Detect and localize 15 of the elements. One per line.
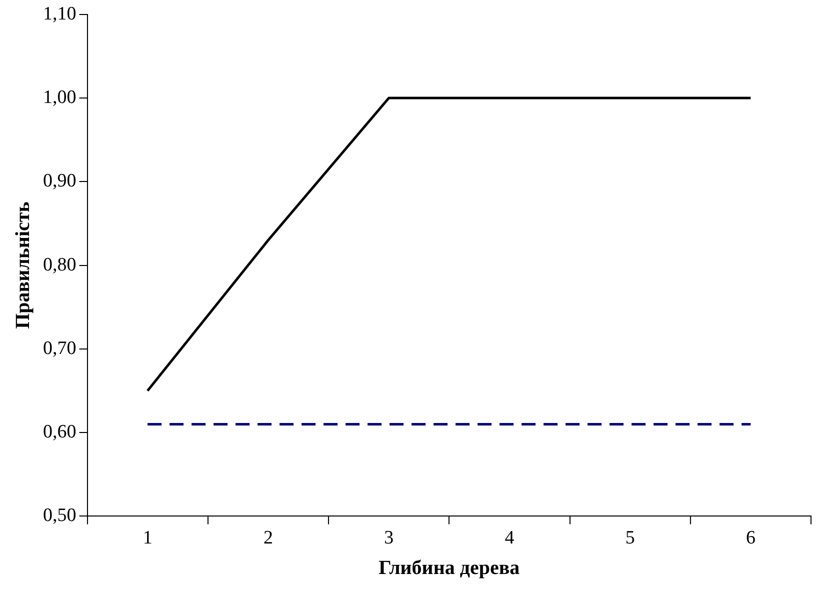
x-tick-label: 2 xyxy=(263,528,273,549)
x-tick-label: 3 xyxy=(384,528,394,549)
y-tick-label: 0,70 xyxy=(43,338,76,359)
x-tick-label: 1 xyxy=(142,528,152,549)
x-axis-title: Глибина дерева xyxy=(378,557,520,580)
y-tick-label: 0,80 xyxy=(43,254,76,276)
y-tick-label: 1,00 xyxy=(43,87,76,108)
y-tick-label: 0,50 xyxy=(43,505,76,526)
x-tick-label: 4 xyxy=(504,528,515,549)
y-axis-title: Правильність xyxy=(12,201,34,329)
y-tick-label: 1,10 xyxy=(43,3,76,24)
y-tick-label: 0,60 xyxy=(43,422,76,443)
y-tick-label: 0,90 xyxy=(43,170,76,192)
x-tick-label: 5 xyxy=(625,528,635,549)
x-tick-label: 6 xyxy=(746,528,756,549)
